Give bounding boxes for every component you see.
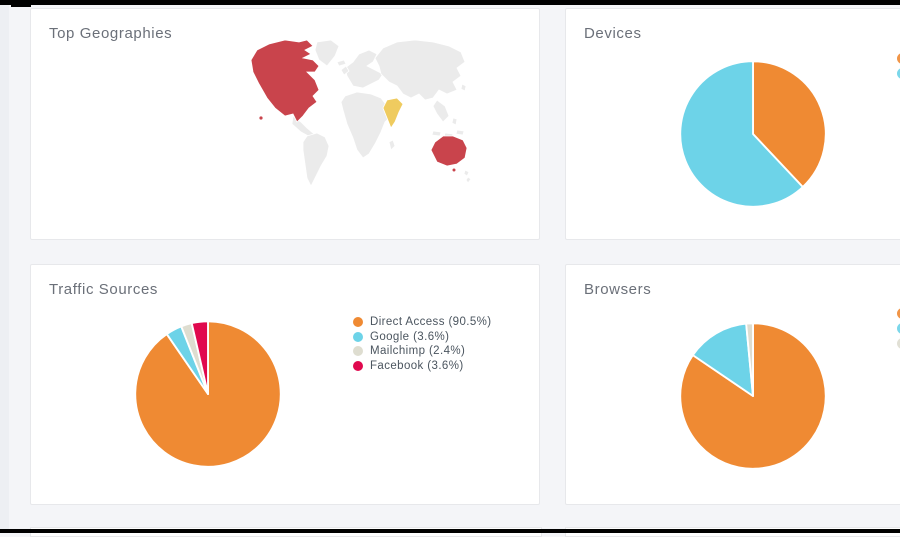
map-region-asia[interactable] [374, 39, 466, 101]
map-region-iceland[interactable] [336, 59, 347, 67]
map-region-india[interactable] [382, 97, 404, 129]
map-region-africa[interactable] [340, 91, 392, 159]
legend-dot-icon [353, 360, 363, 371]
browsers-slice-1[interactable] [691, 322, 754, 397]
map-region-greenland[interactable] [314, 39, 340, 67]
legend-dot-icon [353, 331, 363, 342]
legend-item-direct-access[interactable]: Direct Access (90.5%) [353, 315, 492, 330]
map-region-south-america[interactable] [302, 132, 330, 187]
devices-legend-cutoff[interactable] [897, 53, 900, 83]
world-map[interactable] [241, 36, 472, 201]
legend-item-mailchimp[interactable]: Mailchimp (2.4%) [353, 344, 492, 359]
browsers-cutoff-legend-dot-1 [897, 323, 900, 334]
map-region-europe[interactable] [344, 49, 384, 89]
map-region-southeast-asia[interactable] [432, 99, 450, 123]
browsers-slice-0[interactable] [679, 322, 827, 470]
map-region-madagascar[interactable] [388, 139, 396, 151]
traffic_sources-slice-3[interactable] [190, 320, 209, 395]
browsers-slice-2[interactable] [745, 322, 754, 397]
legend-label: Mailchimp (2.4%) [370, 345, 466, 358]
browsers-cutoff-legend-dot-0 [897, 308, 900, 319]
page-left-gutter [0, 5, 9, 533]
window-top-bar-notch [11, 5, 31, 7]
card-title-devices: Devices [584, 25, 642, 42]
card-top-geographies: Top Geographies [30, 8, 540, 240]
map-region-australia[interactable] [430, 135, 468, 167]
legend-label: Direct Access (90.5%) [370, 316, 492, 329]
devices-cutoff-legend-dot-1 [897, 68, 900, 79]
card-title-traffic-sources: Traffic Sources [49, 281, 159, 298]
card-title-top-geographies: Top Geographies [49, 25, 173, 42]
map-region-philippines[interactable] [451, 117, 458, 126]
traffic-sources-pie-chart[interactable] [133, 319, 283, 469]
legend-label: Google (3.6%) [370, 330, 450, 343]
card-traffic-sources: Traffic Sources Direct Access (90.5%) Goo… [30, 264, 540, 505]
devices-cutoff-legend-dot-0 [897, 53, 900, 64]
window-bottom-bar [0, 529, 900, 533]
card-browsers: Browsers [565, 264, 900, 505]
map-region-united-kingdom[interactable] [340, 65, 350, 76]
legend-item-facebook[interactable]: Facebook (3.6%) [353, 359, 492, 374]
map-region-north-america[interactable] [250, 39, 320, 123]
card-title-browsers: Browsers [584, 281, 652, 298]
window-top-bar [0, 0, 900, 5]
map-region-japan[interactable] [460, 83, 467, 92]
map-region-hawaii[interactable] [259, 116, 263, 120]
devices-slice-0[interactable] [752, 60, 827, 188]
devices-pie-chart[interactable] [678, 59, 828, 209]
legend-dot-icon [353, 317, 363, 328]
world-map-svg [250, 39, 472, 187]
browsers-pie-chart[interactable] [678, 321, 828, 471]
card-devices: Devices [565, 8, 900, 240]
browsers-legend-cutoff[interactable] [897, 308, 900, 353]
browsers-cutoff-legend-dot-2 [897, 338, 900, 349]
legend-item-google[interactable]: Google (3.6%) [353, 330, 492, 345]
traffic-sources-legend: Direct Access (90.5%) Google (3.6%) Mailch… [353, 315, 492, 373]
map-region-new-zealand[interactable] [463, 169, 472, 184]
legend-label: Facebook (3.6%) [370, 359, 464, 372]
map-region-tasmania[interactable] [452, 168, 456, 172]
legend-dot-icon [353, 346, 363, 357]
devices-slice-1[interactable] [679, 60, 804, 208]
